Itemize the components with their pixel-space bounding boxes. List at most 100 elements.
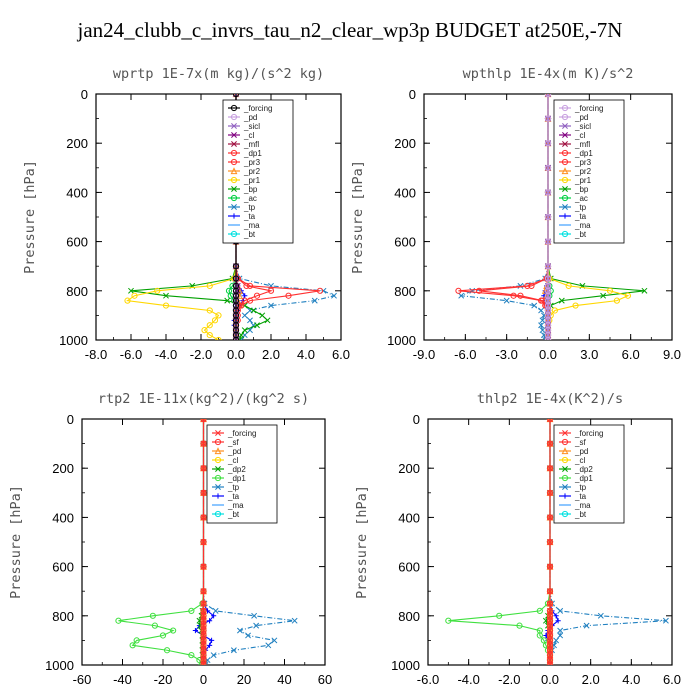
y-tick-label: 600	[398, 560, 420, 575]
legend-marker	[215, 484, 221, 490]
data-point	[544, 275, 552, 282]
data-point	[547, 617, 553, 624]
data-point	[230, 647, 237, 654]
legend-label: _pd	[227, 447, 241, 456]
data-point	[200, 622, 207, 629]
x-tick-label: 3.0	[580, 347, 598, 362]
data-point	[211, 613, 217, 619]
y-axis-label: Pressure [hPa]	[22, 160, 38, 274]
series-group	[455, 94, 648, 340]
data-point	[547, 440, 553, 447]
data-point	[547, 637, 553, 644]
data-point	[200, 652, 207, 659]
data-point	[544, 115, 552, 122]
data-point	[250, 307, 257, 314]
data-point	[200, 514, 207, 521]
x-tick-label: 60	[318, 672, 332, 687]
data-point	[215, 312, 222, 319]
legend-label: _forcing	[574, 429, 603, 438]
data-point	[544, 140, 552, 147]
panel-title: wpthlp 1E-4x(m K)/s^2	[463, 66, 634, 82]
data-point	[238, 332, 245, 339]
legend-label: _ac	[243, 194, 257, 203]
legend-label: _bp	[574, 185, 589, 194]
legend-marker	[214, 510, 222, 518]
legend-marker	[562, 213, 568, 219]
legend-marker	[215, 493, 221, 499]
x-tick-label: -2.0	[190, 347, 212, 362]
data-point	[538, 307, 545, 314]
data-point	[316, 287, 324, 294]
x-tick-label: 6.0	[622, 347, 640, 362]
data-point	[538, 322, 545, 329]
plot-frame	[95, 93, 342, 341]
data-point	[547, 465, 553, 472]
data-point	[531, 302, 538, 309]
x-tick-label: -4.0	[155, 347, 177, 362]
y-tick-label: 1000	[59, 333, 88, 348]
legend-label: _tp	[227, 483, 240, 492]
legend: _forcing_sf_pd_cl_dp2_dp1_tp_ta_ma_bt	[206, 424, 278, 524]
series-line-dp1	[118, 419, 205, 665]
x-tick-label: -9.0	[413, 347, 435, 362]
data-point	[253, 292, 261, 299]
y-tick-label: 400	[394, 185, 416, 200]
data-point	[170, 627, 177, 634]
legend-marker	[214, 456, 222, 464]
legend-marker	[562, 484, 568, 490]
y-axis-label: Pressure [hPa]	[8, 485, 24, 599]
data-point	[476, 287, 483, 294]
legend-marker	[561, 104, 569, 112]
figure-title: jan24_clubb_c_invrs_tau_n2_clear_wp3p BU…	[77, 18, 623, 42]
data-point	[200, 539, 207, 545]
data-point	[206, 618, 213, 624]
legend-label: _dp1	[227, 474, 246, 483]
data-point	[503, 297, 510, 304]
data-point	[115, 617, 122, 624]
legend-marker	[561, 194, 569, 202]
data-point	[544, 164, 552, 171]
legend-marker	[214, 447, 222, 455]
chart-panel-2: wpthlp 1E-4x(m K)/s^2 Pressure [hPa] -9.0 -…	[350, 66, 681, 362]
series-group	[115, 419, 298, 665]
legend-label: _ta	[227, 492, 240, 501]
y-tick-label: 1000	[387, 333, 416, 348]
legend-label: _dp1	[243, 149, 262, 158]
x-tick-label: 4.0	[622, 672, 640, 687]
data-point	[271, 637, 278, 644]
data-point	[151, 622, 158, 629]
x-tick-label: 0.0	[541, 672, 559, 687]
legend-label: _ma	[243, 221, 260, 230]
legend-label: _tp	[243, 203, 256, 212]
series-group	[445, 419, 669, 665]
chart-panel-3: rtp2 1E-11x(kg^2)/(kg^2 s) Pressure [hPa]…	[8, 391, 332, 687]
data-point	[547, 419, 553, 422]
data-point	[200, 612, 207, 619]
data-point	[224, 297, 231, 304]
legend-label: _sicl	[243, 122, 260, 131]
data-point	[242, 293, 248, 299]
series-line-dp1	[458, 94, 549, 340]
data-point	[149, 612, 156, 619]
legend-marker	[231, 213, 237, 219]
legend-label: _pd	[574, 113, 588, 122]
legend-marker	[231, 186, 237, 192]
x-tick-label: 6.0	[663, 672, 681, 687]
data-point	[232, 94, 240, 98]
data-point	[209, 637, 215, 643]
legend-marker	[561, 474, 569, 482]
legend-label: _ma	[574, 501, 591, 510]
data-point	[264, 317, 271, 324]
data-point	[641, 287, 648, 294]
data-point	[259, 312, 266, 319]
legend-marker	[562, 132, 568, 138]
data-point	[517, 292, 524, 299]
legend-marker	[230, 104, 238, 112]
data-point	[200, 419, 207, 422]
data-point	[129, 642, 136, 649]
data-point	[538, 297, 545, 304]
data-point	[553, 637, 560, 644]
y-tick-label: 0	[81, 87, 88, 102]
y-tick-label: 400	[52, 510, 74, 525]
data-point	[547, 662, 553, 665]
